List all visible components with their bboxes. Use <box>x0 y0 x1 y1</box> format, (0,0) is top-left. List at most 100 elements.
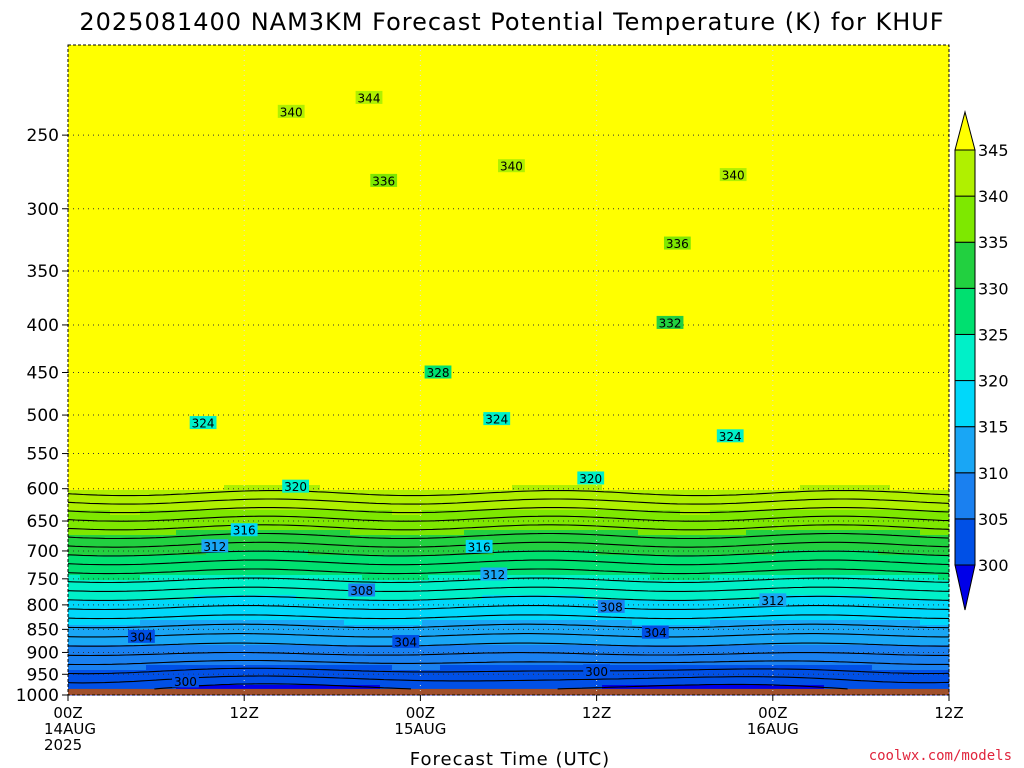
heat-cell <box>794 75 800 80</box>
heat-cell <box>410 180 416 185</box>
heat-cell <box>308 145 314 150</box>
heat-cell <box>122 85 128 90</box>
heat-cell <box>848 150 854 155</box>
heat-cell <box>824 110 830 115</box>
heat-cell <box>164 210 170 215</box>
heat-cell <box>422 45 428 50</box>
heat-cell <box>80 90 86 95</box>
heat-cell <box>842 210 848 215</box>
heat-cell <box>482 105 488 110</box>
heat-cell <box>218 65 224 70</box>
heat-cell <box>284 125 290 130</box>
heat-cell <box>200 100 206 105</box>
heat-cell <box>914 210 920 215</box>
heat-cell <box>344 165 350 170</box>
heat-cell <box>866 185 872 190</box>
heat-cell <box>158 205 164 210</box>
heat-cell <box>620 110 626 115</box>
heat-cell <box>554 180 560 185</box>
heat-cell <box>896 185 902 190</box>
heat-cell <box>866 45 872 50</box>
heat-cell <box>212 125 218 130</box>
heat-cell <box>236 135 242 140</box>
heat-cell <box>254 155 260 160</box>
heat-cell <box>722 50 728 55</box>
heat-cell <box>458 165 464 170</box>
heat-cell <box>716 60 722 65</box>
heat-cell <box>380 70 386 75</box>
heat-cell <box>572 115 578 120</box>
heat-cell <box>200 70 206 75</box>
heat-cell <box>584 70 590 75</box>
heat-cell <box>344 105 350 110</box>
heat-cell <box>212 120 218 125</box>
heat-cell <box>878 100 884 105</box>
heat-cell <box>260 75 266 80</box>
heat-cell <box>272 65 278 70</box>
heat-cell <box>836 85 842 90</box>
heat-cell <box>98 110 104 115</box>
heat-cell <box>878 150 884 155</box>
heat-cell <box>182 205 188 210</box>
heat-cell <box>152 190 158 195</box>
heat-cell <box>68 125 74 130</box>
heat-cell <box>872 175 878 180</box>
heat-cell <box>686 75 692 80</box>
heat-cell <box>698 130 704 135</box>
heat-cell <box>140 55 146 60</box>
heat-cell <box>116 55 122 60</box>
heat-cell <box>344 85 350 90</box>
heat-cell <box>530 190 536 195</box>
heat-cell <box>248 110 254 115</box>
heat-cell <box>884 170 890 175</box>
heat-cell <box>506 190 512 195</box>
heat-cell <box>518 200 524 205</box>
heat-cell <box>680 100 686 105</box>
heat-cell <box>812 65 818 70</box>
heat-cell <box>422 90 428 95</box>
heat-cell <box>614 200 620 205</box>
heat-cell <box>68 210 74 215</box>
heat-cell <box>164 120 170 125</box>
heat-cell <box>716 205 722 210</box>
heat-cell <box>854 135 860 140</box>
heat-cell <box>146 90 152 95</box>
heat-cell <box>650 135 656 140</box>
heat-cell <box>914 145 920 150</box>
heat-cell <box>536 170 542 175</box>
heat-cell <box>776 55 782 60</box>
heat-cell <box>692 210 698 215</box>
heat-cell <box>608 160 614 165</box>
heat-cell <box>938 180 944 185</box>
heat-cell <box>560 75 566 80</box>
heat-cell <box>860 45 866 50</box>
heat-cell <box>344 125 350 130</box>
heat-cell <box>176 180 182 185</box>
heat-cell <box>296 45 302 50</box>
heat-cell <box>158 55 164 60</box>
heat-cell <box>422 100 428 105</box>
heat-cell <box>500 85 506 90</box>
heat-cell <box>530 125 536 130</box>
heat-cell <box>932 80 938 85</box>
heat-cell <box>686 50 692 55</box>
heat-cell <box>548 145 554 150</box>
heat-cell <box>476 200 482 205</box>
heat-cell <box>920 165 926 170</box>
heat-cell <box>662 130 668 135</box>
heat-cell <box>878 200 884 205</box>
heat-cell <box>854 165 860 170</box>
heat-cell <box>410 100 416 105</box>
heat-cell <box>314 135 320 140</box>
heat-cell <box>872 75 878 80</box>
heat-cell <box>68 150 74 155</box>
heat-cell <box>398 205 404 210</box>
heat-cell <box>98 205 104 210</box>
heat-cell <box>506 85 512 90</box>
heat-cell <box>302 135 308 140</box>
heat-cell <box>926 70 932 75</box>
heat-cell <box>254 90 260 95</box>
heat-cell <box>854 70 860 75</box>
heat-cell <box>332 50 338 55</box>
heat-cell <box>110 60 116 65</box>
